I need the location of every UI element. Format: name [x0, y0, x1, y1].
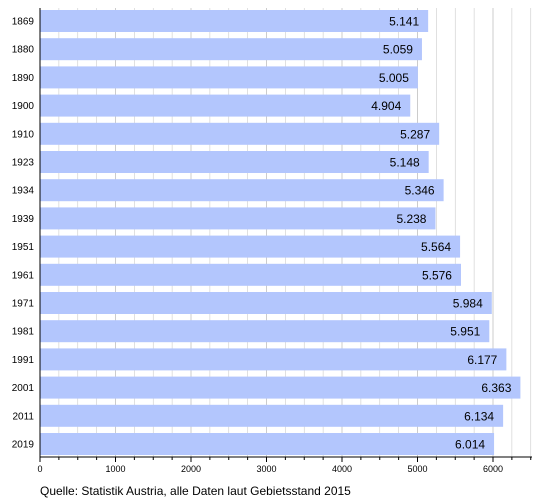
year-label-1991: 1991	[12, 355, 35, 366]
year-label-1934: 1934	[12, 186, 35, 197]
x-tick-label-2000: 2000	[181, 464, 201, 474]
year-labels: 1869 1880 1890 1900 1910 1923 1934 1939 1951 1961…	[12, 17, 35, 451]
bar-1910	[40, 122, 440, 145]
year-label-1900: 1900	[12, 101, 35, 112]
year-label-2011: 2011	[12, 411, 34, 422]
value-label-2019: 6.014	[455, 438, 485, 452]
year-label-1880: 1880	[12, 45, 35, 56]
x-tick-label-5000: 5000	[407, 464, 427, 474]
year-label-1939: 1939	[12, 214, 35, 225]
value-label-1971: 5.984	[453, 297, 483, 311]
x-tick-label-6000: 6000	[483, 464, 503, 474]
bar-1880	[40, 38, 422, 61]
value-label-1991: 6.177	[467, 353, 497, 367]
year-label-1890: 1890	[12, 73, 35, 84]
x-tick-label-4000: 4000	[332, 464, 352, 474]
value-label-2001: 6.363	[481, 381, 511, 395]
source-note: Quelle: Statistik Austria, alle Daten la…	[40, 484, 351, 498]
year-label-2019: 2019	[12, 440, 35, 451]
x-tick-label-1000: 1000	[105, 464, 125, 474]
bar-1971	[40, 292, 492, 314]
value-label-1869: 5.141	[389, 15, 419, 29]
bar-1981	[40, 320, 490, 343]
year-label-1951: 1951	[12, 242, 35, 253]
bars	[40, 10, 521, 455]
bar-1923	[40, 151, 429, 173]
value-label-1951: 5.564	[421, 240, 451, 254]
year-label-1981: 1981	[12, 327, 35, 338]
x-tick-label-0: 0	[37, 464, 42, 474]
bar-2001	[40, 376, 521, 399]
value-label-1934: 5.346	[405, 184, 435, 198]
bar-1900	[40, 94, 411, 117]
bar-2011	[40, 404, 504, 427]
bar-1890	[40, 66, 418, 89]
value-label-2011: 6.134	[464, 409, 494, 423]
bar-2019	[40, 433, 495, 455]
year-label-2001: 2001	[12, 383, 35, 394]
x-axis: 0 1000 2000 3000 4000 5000 6000	[37, 8, 532, 474]
bar-1869	[40, 10, 429, 32]
value-label-1880: 5.059	[383, 43, 413, 57]
value-label-1890: 5.005	[379, 71, 409, 85]
year-label-1961: 1961	[12, 270, 35, 281]
year-label-1923: 1923	[12, 158, 35, 169]
year-label-1869: 1869	[12, 17, 35, 28]
bar-1934	[40, 179, 444, 202]
x-tick-label-3000: 3000	[256, 464, 276, 474]
value-label-1910: 5.287	[400, 127, 430, 141]
year-label-1971: 1971	[12, 299, 35, 310]
value-label-1961: 5.576	[422, 268, 452, 282]
bar-1991	[40, 348, 507, 371]
year-label-1910: 1910	[12, 129, 35, 140]
bar-1961	[40, 263, 461, 286]
bar-1939	[40, 207, 436, 230]
value-label-1981: 5.951	[450, 325, 480, 339]
bar-1951	[40, 235, 461, 258]
value-label-1923: 5.148	[390, 156, 420, 170]
value-label-1900: 4.904	[371, 99, 401, 113]
value-label-1939: 5.238	[396, 212, 426, 226]
value-labels: 5.141 5.059 5.005 4.904 5.287 5.148 5.346 5.238…	[371, 15, 512, 452]
